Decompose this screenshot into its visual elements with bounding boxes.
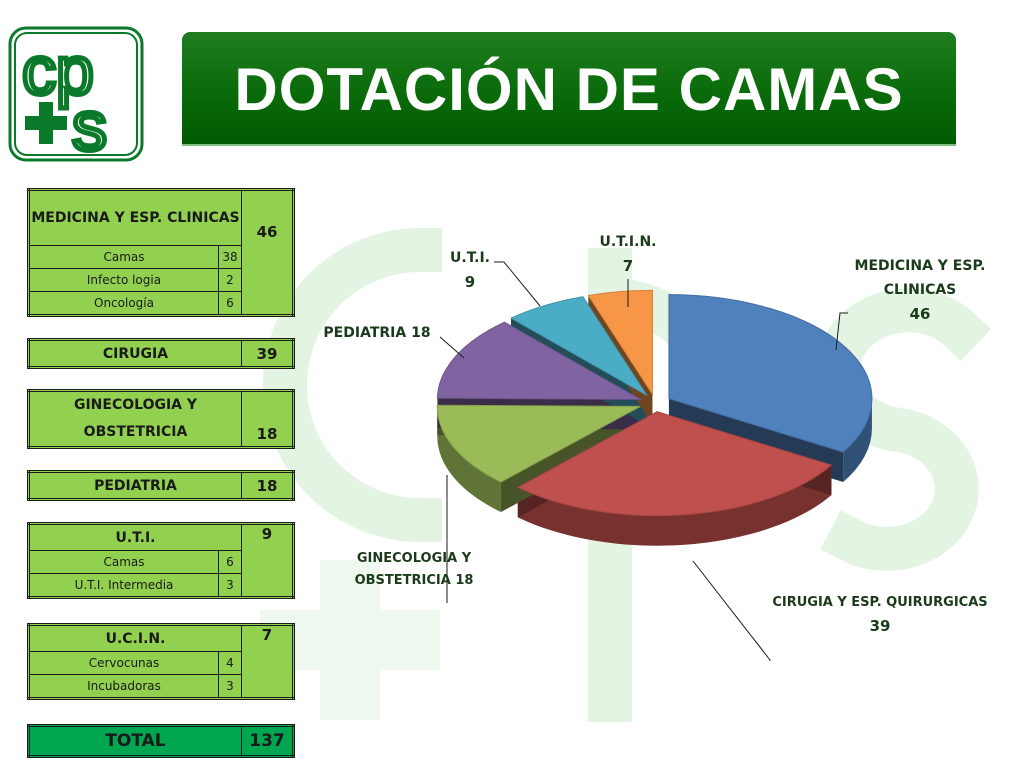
cirugia-label: CIRUGIA	[28, 339, 242, 368]
table-ginecologia: GINECOLOGIA Y OBSTETRICIA 18	[27, 389, 295, 449]
pie-slice-uti	[509, 296, 648, 396]
medicina-row-label: Infecto logia	[28, 268, 219, 292]
pie-slice-ginecologia	[436, 404, 641, 483]
ucin-row-value: 4	[218, 651, 242, 675]
data-label-medicina-l1: MEDICINA Y ESP.	[855, 258, 986, 274]
svg-text:cp: cp	[22, 33, 94, 109]
data-label-medicina-l2: CLINICAS	[884, 282, 957, 298]
ucin-row-label: Cervocunas	[28, 651, 219, 675]
ucin-total: 7	[241, 624, 294, 699]
data-label-uti-l1: U.T.I.	[450, 250, 490, 266]
medicina-row-value: 6	[218, 291, 242, 316]
ginecologia-label: GINECOLOGIA Y OBSTETRICIA	[28, 390, 242, 448]
leader-line-uti	[494, 261, 541, 307]
data-label-utin-v: 7	[623, 257, 633, 275]
medicina-row-value: 2	[218, 268, 242, 292]
uti-row-value: 6	[218, 550, 242, 574]
pie-slice-utin	[587, 289, 653, 397]
pie-slice-pediatria	[436, 321, 643, 400]
data-label-uti-v: 9	[465, 273, 475, 291]
pie-slice-cirugia	[516, 411, 833, 517]
medicina-row-value: 38	[218, 245, 242, 269]
cpps-logo: cp s	[8, 26, 144, 162]
medicina-row-label: Oncología	[28, 291, 219, 316]
cirugia-total: 39	[241, 339, 294, 368]
leader-line-pediatria	[439, 336, 465, 359]
table-uti: U.T.I. 9 Camas 6 U.T.I. Intermedia 3	[27, 522, 295, 599]
page-title: DOTACIÓN DE CAMAS	[234, 56, 904, 123]
pie-side-ginecologia	[437, 406, 501, 513]
ucin-row-value: 3	[218, 674, 242, 699]
ginecologia-total: 18	[241, 390, 294, 448]
data-label-utin-l1: U.T.I.N.	[600, 234, 657, 250]
uti-row-label: Camas	[28, 550, 219, 574]
pediatria-total: 18	[241, 471, 294, 500]
svg-text:s: s	[72, 87, 107, 162]
medicina-label: MEDICINA Y ESP. CLINICAS	[28, 189, 242, 246]
pediatria-label: PEDIATRIA	[28, 471, 242, 500]
data-label-pediatria: PEDIATRIA 18	[323, 325, 430, 341]
total-label: TOTAL	[28, 725, 242, 757]
pie-chart: MEDICINA Y ESP. CLINICAS 46 CIRUGIA Y ESP. …	[323, 234, 988, 661]
data-label-medicina-v: 46	[910, 305, 931, 323]
ucin-label: U.C.I.N.	[28, 624, 242, 652]
data-label-gineco-l2: OBSTETRICIA 18	[355, 573, 474, 588]
data-label-cirugia-l1: CIRUGIA Y ESP. QUIRURGICAS	[772, 595, 987, 610]
table-medicina: MEDICINA Y ESP. CLINICAS 46 Camas 38 Inf…	[27, 188, 295, 317]
data-label-cirugia-v: 39	[870, 617, 891, 635]
medicina-total: 46	[241, 189, 294, 316]
uti-label: U.T.I.	[28, 523, 242, 551]
total-value: 137	[241, 725, 294, 757]
medicina-row-label: Camas	[28, 245, 219, 269]
data-label-gineco-l1: GINECOLOGIA Y	[357, 551, 472, 566]
leader-line-cirugia	[692, 560, 771, 661]
title-banner: DOTACIÓN DE CAMAS	[182, 32, 956, 144]
pie-slice-medicina	[668, 294, 873, 453]
pie-side-medicina	[843, 398, 872, 483]
uti-row-label: U.T.I. Intermedia	[28, 573, 219, 598]
leader-line-medicina	[835, 312, 848, 351]
pie-side-cirugia	[517, 465, 832, 546]
table-cirugia: CIRUGIA 39	[27, 338, 295, 369]
ucin-row-label: Incubadoras	[28, 674, 219, 699]
table-pediatria: PEDIATRIA 18	[27, 470, 295, 501]
uti-total: 9	[241, 523, 294, 598]
table-ucin: U.C.I.N. 7 Cervocunas 4 Incubadoras 3	[27, 623, 295, 700]
uti-row-value: 3	[218, 573, 242, 598]
table-total: TOTAL 137	[27, 724, 295, 758]
